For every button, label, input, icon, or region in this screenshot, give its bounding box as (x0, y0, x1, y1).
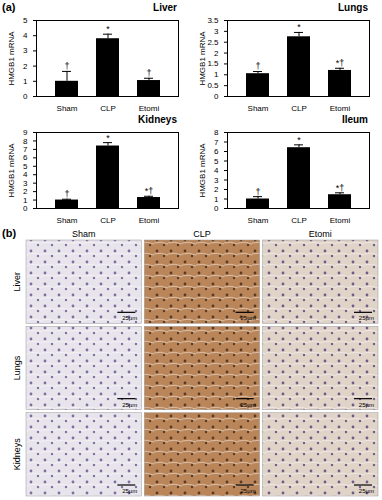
svg-text:*: * (106, 24, 110, 34)
svg-text:0: 0 (23, 204, 28, 213)
svg-text:*†: *† (145, 186, 154, 196)
svg-text:8: 8 (214, 128, 219, 137)
svg-text:2: 2 (214, 185, 219, 194)
svg-text:2: 2 (23, 187, 28, 196)
svg-text:5: 5 (214, 157, 219, 166)
svg-text:0: 0 (214, 92, 219, 101)
svg-text:4: 4 (23, 170, 28, 179)
svg-text:1.5: 1.5 (207, 59, 219, 68)
svg-text:Etomi: Etomi (309, 229, 332, 239)
svg-text:†: † (255, 61, 260, 71)
svg-text:Lungs: Lungs (12, 355, 22, 380)
svg-text:CLP: CLP (100, 216, 116, 224)
svg-text:CLP: CLP (291, 104, 307, 112)
svg-text:1: 1 (23, 196, 28, 205)
svg-text:6: 6 (214, 147, 219, 156)
svg-text:25µm: 25µm (241, 488, 256, 494)
html-text:Liver: Liver (153, 2, 177, 13)
svg-text:Etomi: Etomi (139, 104, 160, 112)
svg-text:Etomi: Etomi (139, 216, 160, 224)
svg-text:*†: *† (336, 183, 345, 193)
svg-text:25µm: 25µm (359, 402, 374, 408)
svg-text:25µm: 25µm (359, 315, 374, 321)
svg-text:1: 1 (214, 195, 219, 204)
svg-text:HMGB1 mRNA: HMGB1 mRNA (198, 31, 207, 86)
svg-text:25µm: 25µm (122, 488, 137, 494)
svg-text:8: 8 (23, 137, 28, 146)
svg-text:3: 3 (23, 179, 28, 188)
svg-text:2: 2 (23, 62, 28, 71)
svg-text:Sham: Sham (57, 216, 78, 224)
svg-text:25µm: 25µm (241, 402, 256, 408)
svg-text:6: 6 (23, 153, 28, 162)
html-text:Lungs: Lungs (338, 2, 368, 13)
svg-text:*†: *† (336, 58, 345, 68)
svg-text:25µm: 25µm (122, 402, 137, 408)
svg-text:1: 1 (214, 70, 219, 79)
html-text:Kidneys: Kidneys (138, 114, 177, 125)
svg-text:25µm: 25µm (241, 315, 256, 321)
svg-text:3: 3 (23, 46, 28, 55)
svg-text:†: † (255, 187, 260, 197)
svg-text:2: 2 (214, 49, 219, 58)
svg-text:Sham: Sham (72, 229, 96, 239)
svg-text:Liver: Liver (12, 272, 22, 292)
svg-text:25µm: 25µm (122, 315, 137, 321)
svg-text:Sham: Sham (57, 104, 78, 112)
svg-text:Kidneys: Kidneys (12, 438, 22, 471)
svg-text:1: 1 (23, 77, 28, 86)
svg-text:0.5: 0.5 (207, 81, 219, 90)
svg-text:2.5: 2.5 (207, 38, 219, 47)
svg-text:CLP: CLP (100, 104, 116, 112)
svg-text:†: † (146, 68, 151, 78)
svg-text:3: 3 (214, 176, 219, 185)
svg-text:Etomi: Etomi (330, 104, 351, 112)
svg-text:0: 0 (23, 92, 28, 101)
html-text:Ileum: Ileum (341, 114, 368, 125)
svg-text:*: * (297, 135, 301, 145)
svg-text:7: 7 (23, 145, 28, 154)
svg-text:9: 9 (23, 128, 28, 137)
svg-text:Sham: Sham (248, 104, 269, 112)
svg-text:HMGB1 mRNA: HMGB1 mRNA (7, 31, 16, 86)
svg-text:7: 7 (214, 138, 219, 147)
svg-text:*: * (297, 22, 301, 32)
svg-text:Sham: Sham (248, 216, 269, 224)
svg-text:HMGB1 mRNA: HMGB1 mRNA (198, 143, 207, 198)
html-text:(a): (a) (2, 1, 16, 13)
svg-text:HMGB1 mRNA: HMGB1 mRNA (7, 143, 16, 198)
svg-text:(b): (b) (2, 227, 16, 239)
svg-text:25µm: 25µm (359, 488, 374, 494)
svg-text:†: † (64, 61, 69, 71)
svg-text:4: 4 (23, 31, 28, 40)
svg-text:*: * (106, 133, 110, 143)
svg-text:CLP: CLP (193, 229, 211, 239)
svg-text:5: 5 (23, 16, 28, 25)
svg-text:3.5: 3.5 (207, 16, 219, 25)
svg-text:5: 5 (23, 162, 28, 171)
svg-text:Etomi: Etomi (330, 216, 351, 224)
svg-text:CLP: CLP (291, 216, 307, 224)
svg-text:†: † (64, 189, 69, 199)
svg-text:4: 4 (214, 166, 219, 175)
svg-text:3: 3 (214, 27, 219, 36)
svg-text:0: 0 (214, 204, 219, 213)
